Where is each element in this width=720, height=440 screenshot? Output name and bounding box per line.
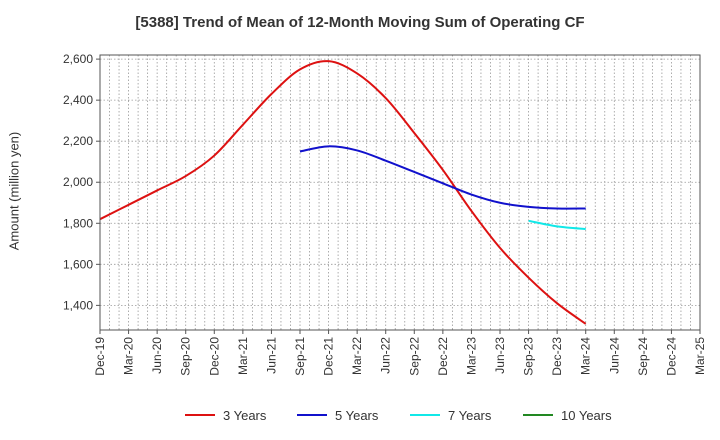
x-tick-label: Mar-20 — [122, 337, 136, 375]
x-tick-label: Mar-21 — [236, 337, 250, 375]
y-axis-ticks: 1,400 1,600 1,800 2,000 2,200 2,400 2,600 — [63, 52, 100, 312]
series-lines — [99, 60, 587, 325]
x-tick-label: Dec-19 — [93, 337, 107, 376]
x-tick-label: Dec-21 — [322, 337, 336, 376]
x-tick-label: Mar-22 — [350, 337, 364, 375]
grid-lines — [99, 55, 701, 330]
x-tick-label: Jun-22 — [379, 337, 393, 374]
x-tick-label: Jun-20 — [150, 337, 164, 374]
x-tick-label: Sep-23 — [522, 337, 536, 376]
y-tick-label: 2,600 — [63, 52, 93, 66]
series-line-7-years — [528, 219, 586, 231]
x-tick-label: Mar-23 — [464, 337, 478, 375]
y-tick-label: 2,000 — [63, 175, 93, 189]
legend-label-10-years: 10 Years — [561, 408, 612, 423]
y-tick-label: 2,200 — [63, 134, 93, 148]
chart-title: [5388] Trend of Mean of 12-Month Moving … — [135, 14, 585, 31]
x-tick-label: Sep-24 — [636, 337, 650, 376]
series-line-3-years — [99, 60, 587, 325]
x-tick-label: Mar-25 — [693, 337, 707, 375]
plot-area-frame — [99, 54, 701, 331]
x-tick-label: Dec-23 — [550, 337, 564, 376]
x-axis-ticks: Dec-19 Mar-20 Jun-20 Sep-20 Dec-20 Mar-21 Jun-… — [93, 330, 707, 376]
y-tick-label: 1,400 — [63, 298, 93, 312]
legend-label-3-years: 3 Years — [223, 408, 267, 423]
x-tick-label: Jun-21 — [264, 337, 278, 374]
x-tick-label: Sep-21 — [293, 337, 307, 376]
x-tick-label: Jun-24 — [607, 337, 621, 374]
series-line-5-years — [299, 145, 586, 210]
legend: 3 Years 5 Years 7 Years 10 Years — [185, 408, 612, 423]
x-tick-label: Mar-24 — [579, 337, 593, 375]
y-tick-label: 2,400 — [63, 93, 93, 107]
x-tick-label: Dec-20 — [207, 337, 221, 376]
x-tick-label: Sep-20 — [179, 337, 193, 376]
x-tick-label: Sep-22 — [407, 337, 421, 376]
x-tick-label: Dec-24 — [664, 337, 678, 376]
y-tick-label: 1,600 — [63, 257, 93, 271]
y-tick-label: 1,800 — [63, 216, 93, 230]
x-tick-label: Jun-23 — [493, 337, 507, 374]
x-tick-label: Dec-22 — [436, 337, 450, 376]
legend-label-5-years: 5 Years — [335, 408, 379, 423]
legend-label-7-years: 7 Years — [448, 408, 492, 423]
